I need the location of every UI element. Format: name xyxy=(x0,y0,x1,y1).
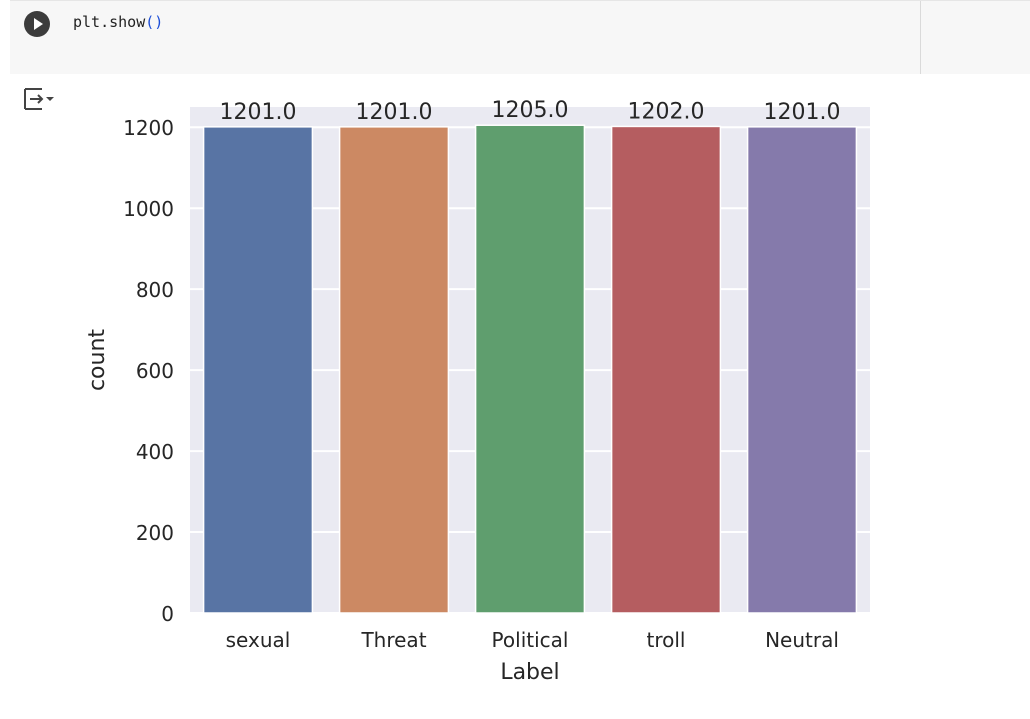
play-icon xyxy=(34,18,43,30)
bar-political xyxy=(474,124,586,614)
code-line[interactable]: plt.show() xyxy=(73,11,163,33)
bar-threat xyxy=(338,126,450,614)
bar-value-label: 1201.0 xyxy=(220,100,297,125)
y-axis-label: count xyxy=(85,329,110,391)
x-tick-label: sexual xyxy=(226,628,291,652)
bar-value-label: 1201.0 xyxy=(764,100,841,125)
bar-value-label: 1205.0 xyxy=(492,98,569,123)
y-tick-label: 800 xyxy=(136,278,174,302)
y-tick-label: 1200 xyxy=(123,116,174,140)
y-tick-label: 1000 xyxy=(123,197,174,221)
x-tick-label: troll xyxy=(647,628,686,652)
run-cell-button[interactable] xyxy=(24,11,50,37)
code-cell[interactable]: plt.show() xyxy=(10,0,1030,74)
x-tick-label: Neutral xyxy=(765,628,839,652)
x-tick-label: Political xyxy=(492,628,569,652)
output-toggle-icon[interactable] xyxy=(22,86,56,112)
y-tick-label: 0 xyxy=(161,602,174,626)
bar-value-label: 1201.0 xyxy=(356,100,433,125)
cell-divider xyxy=(920,1,921,74)
bar-neutral xyxy=(746,126,858,614)
code-function: plt.show xyxy=(73,13,146,31)
bar-value-label: 1202.0 xyxy=(628,99,705,124)
y-tick-label: 400 xyxy=(136,440,174,464)
bar-sexual xyxy=(202,126,314,614)
bar-troll xyxy=(610,125,722,614)
y-tick-label: 200 xyxy=(136,521,174,545)
x-tick-label: Threat xyxy=(360,628,426,652)
y-tick-label: 600 xyxy=(136,359,174,383)
x-axis-label: Label xyxy=(500,660,559,685)
code-parens: () xyxy=(145,13,164,31)
bar-chart: 1201.0 1201.0 1205.0 1202.0 1201.0 0 200 400 60… xyxy=(85,98,870,685)
